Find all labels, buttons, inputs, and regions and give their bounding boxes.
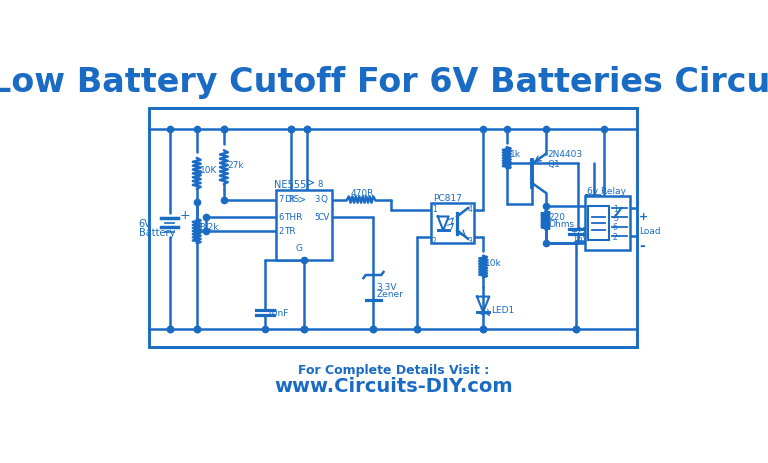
- Text: 2: 2: [432, 237, 437, 246]
- Text: NE555: NE555: [274, 180, 306, 189]
- Text: Q: Q: [321, 195, 328, 204]
- Text: 5: 5: [315, 213, 319, 222]
- Text: 6: 6: [278, 213, 283, 222]
- Text: Battery: Battery: [139, 228, 175, 238]
- Text: 2: 2: [613, 233, 617, 242]
- Text: 3.3V: 3.3V: [376, 283, 397, 292]
- Text: Low Battery Cutoff For 6V Batteries Circuit: Low Battery Cutoff For 6V Batteries Circ…: [0, 66, 768, 99]
- Text: 4: 4: [468, 205, 472, 214]
- Text: +: +: [639, 212, 648, 222]
- Text: 10k: 10k: [485, 259, 502, 268]
- Text: 1N4007: 1N4007: [596, 205, 631, 213]
- Text: R: R: [288, 195, 294, 204]
- Text: THR: THR: [284, 213, 303, 222]
- Bar: [585, 196, 630, 250]
- Text: 3: 3: [468, 237, 472, 246]
- Text: Zener: Zener: [376, 290, 403, 300]
- Text: 10K: 10K: [200, 166, 217, 175]
- Text: 1k: 1k: [510, 150, 521, 159]
- Text: G: G: [295, 244, 302, 252]
- Text: PC817: PC817: [432, 194, 462, 203]
- Text: 6v Relay: 6v Relay: [587, 187, 626, 196]
- Text: 8: 8: [318, 180, 323, 188]
- Text: +22UF: +22UF: [571, 227, 599, 236]
- Bar: [276, 190, 332, 260]
- Text: D1: D1: [596, 197, 608, 206]
- Text: 1: 1: [613, 205, 617, 214]
- Text: 6V: 6V: [139, 219, 151, 229]
- Text: DIS: DIS: [284, 195, 300, 204]
- Text: For Complete Details Visit :: For Complete Details Visit :: [298, 363, 489, 376]
- Text: Load: Load: [639, 227, 661, 236]
- Text: 220: 220: [548, 213, 565, 222]
- Text: 1: 1: [432, 205, 437, 214]
- Text: 2N4403: 2N4403: [547, 150, 582, 159]
- Text: 3: 3: [315, 195, 320, 204]
- Bar: [431, 203, 474, 244]
- Text: 27k: 27k: [227, 161, 243, 170]
- Text: Ohms: Ohms: [548, 220, 574, 229]
- Text: 5: 5: [613, 214, 617, 223]
- Text: 16V: 16V: [572, 235, 588, 244]
- Text: 8.2k: 8.2k: [200, 224, 220, 232]
- Text: 6: 6: [613, 224, 617, 232]
- Text: -: -: [639, 239, 645, 253]
- Bar: [588, 206, 609, 240]
- Text: 10nF: 10nF: [267, 309, 290, 318]
- Bar: [149, 108, 637, 347]
- Text: >: >: [298, 195, 306, 205]
- Text: 2: 2: [278, 226, 283, 236]
- Text: LED1: LED1: [491, 306, 514, 315]
- Text: 7: 7: [278, 195, 283, 204]
- Text: +: +: [180, 209, 190, 222]
- Text: CV: CV: [318, 213, 330, 222]
- Text: 470R: 470R: [350, 189, 373, 198]
- Text: Q1: Q1: [547, 160, 560, 169]
- Text: www.Circuits-DIY.com: www.Circuits-DIY.com: [274, 377, 513, 396]
- Text: TR: TR: [284, 226, 296, 236]
